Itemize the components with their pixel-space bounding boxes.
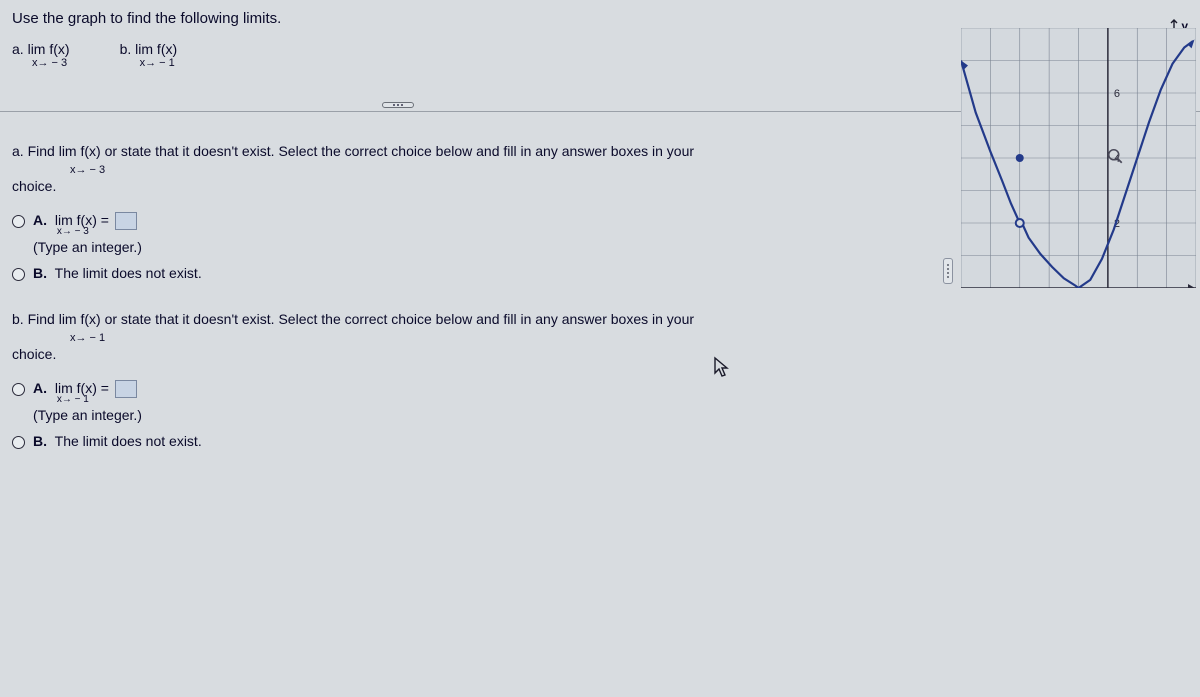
- qa-optA-lim: lim f(x) = x→ − 3: [55, 212, 109, 237]
- qb-optA-letter: A.: [33, 380, 47, 396]
- qb-lim-sub: x→ − 1: [12, 332, 957, 344]
- limit-a-sub: x→ − 3: [12, 57, 70, 69]
- limit-a-label: a.: [12, 41, 24, 57]
- qb-optB-text: The limit does not exist.: [55, 433, 202, 449]
- qa-option-b[interactable]: B. The limit does not exist.: [12, 265, 957, 281]
- qa-lim-sub: x→ − 3: [12, 164, 957, 176]
- qa-answer-input[interactable]: [115, 212, 137, 230]
- qa-radio-b[interactable]: [12, 268, 25, 281]
- qb-option-b[interactable]: B. The limit does not exist.: [12, 433, 957, 449]
- qa-lim-main: lim f(x): [59, 143, 101, 159]
- qb-prefix: b. Find: [12, 311, 55, 327]
- qb-radio-a[interactable]: [12, 383, 25, 396]
- qb-lim-main: lim f(x): [59, 311, 101, 327]
- resize-handle[interactable]: [943, 258, 953, 284]
- qb-optB-letter: B.: [33, 433, 47, 449]
- limit-b-expr: lim f(x): [135, 41, 177, 57]
- qa-optB-text: The limit does not exist.: [55, 265, 202, 281]
- qb-choice-word: choice.: [12, 346, 957, 362]
- qa-choice-word: choice.: [12, 178, 957, 194]
- qb-answer-input[interactable]: [115, 380, 137, 398]
- qa-prefix: a. Find: [12, 143, 55, 159]
- qa-option-a[interactable]: A. lim f(x) = x→ − 3 (Type an integer.): [12, 212, 957, 255]
- qa-rest: or state that it doesn't exist. Select t…: [105, 143, 694, 159]
- instruction-text: Use the graph to find the following limi…: [12, 10, 1188, 27]
- qa-optA-hint: (Type an integer.): [33, 239, 142, 255]
- qa-optA-letter: A.: [33, 212, 47, 228]
- qa-optB-letter: B.: [33, 265, 47, 281]
- qa-radio-a[interactable]: [12, 215, 25, 228]
- question-b-prompt: b. Find lim f(x) or state that it doesn'…: [12, 309, 957, 330]
- qb-lim: lim f(x): [59, 309, 101, 330]
- limit-a-expr: lim f(x): [28, 41, 70, 57]
- svg-text:6: 6: [1114, 88, 1120, 100]
- qb-option-a[interactable]: A. lim f(x) = x→ − 1 (Type an integer.): [12, 380, 957, 423]
- qb-optA-hint: (Type an integer.): [33, 407, 142, 423]
- graph-panel: x-4-202246: [961, 28, 1196, 288]
- question-a-prompt: a. Find lim f(x) or state that it doesn'…: [12, 141, 957, 162]
- expand-button[interactable]: [382, 102, 414, 108]
- qb-radio-b[interactable]: [12, 436, 25, 449]
- limit-b-sub: x→ − 1: [120, 57, 178, 69]
- qb-optA-lim: lim f(x) = x→ − 1: [55, 380, 109, 405]
- limit-b-label: b.: [120, 41, 132, 57]
- qb-rest: or state that it doesn't exist. Select t…: [105, 311, 694, 327]
- qa-lim: lim f(x): [59, 141, 101, 162]
- limit-b: b. lim f(x) x→ − 1: [120, 41, 178, 69]
- limit-a: a. lim f(x) x→ − 3: [12, 41, 70, 69]
